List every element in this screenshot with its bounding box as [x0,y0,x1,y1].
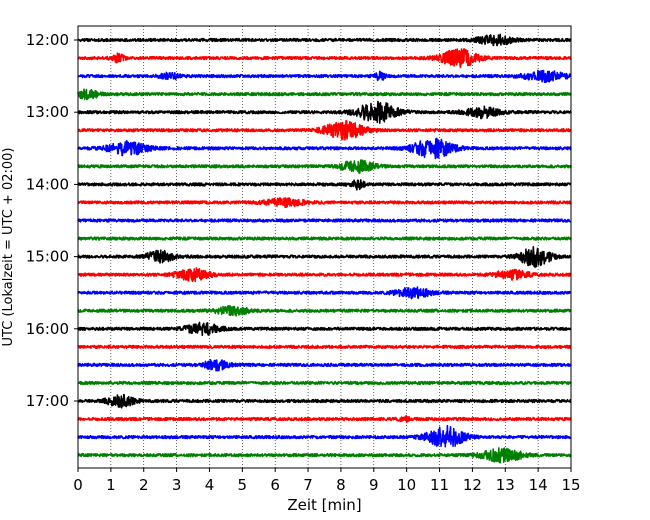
trace-line [77,267,572,283]
y-tick-label: 17:00 [26,392,69,410]
x-tick-label: 2 [139,476,149,494]
x-tick-label: 5 [238,476,248,494]
x-tick-label: 12 [463,476,482,494]
x-tick-label: 11 [430,476,449,494]
x-axis-label: Zeit [min] [287,496,361,514]
x-tick-label: 6 [270,476,280,494]
trace-line [77,344,572,350]
x-tick-label: 9 [369,476,379,494]
trace-line [77,88,572,101]
trace-line [77,33,572,47]
x-tick-label: 8 [336,476,346,494]
y-tick-label: 12:00 [26,31,69,49]
plot-frame [77,25,572,469]
trace-line [77,197,572,209]
trace-line [77,179,572,191]
trace-line [77,447,572,464]
trace-line [77,321,572,337]
trace-line [77,305,572,317]
trace-line [77,159,572,174]
x-tick-label: 13 [496,476,515,494]
trace-line [77,69,572,84]
trace-line [77,358,572,372]
y-tick-label: 13:00 [26,103,69,121]
trace-line [77,414,572,423]
x-tick-label: 3 [172,476,182,494]
trace-line [77,380,572,386]
trace-line [77,424,572,448]
x-tick-label: 4 [205,476,215,494]
y-tick-label: 14:00 [26,175,69,193]
y-axis-label: UTC (Lokalzeit = UTC + 02:00) [1,148,16,347]
x-tick-label: 14 [529,476,548,494]
x-axis: 0 1 2 3 4 5 6 7 8 9 10 11 12 13 14 15 [73,468,581,494]
x-tick-label: 0 [73,476,83,494]
x-tick-label: 15 [561,476,580,494]
y-axis: 12:00 13:00 14:00 15:00 16:00 17:00 [26,31,78,410]
trace-line [77,218,572,223]
x-tick-label: 7 [303,476,313,494]
trace-line [77,286,572,300]
trace-line [77,393,572,409]
y-tick-label: 16:00 [26,320,69,338]
trace-line [77,246,572,269]
trace-line [77,119,572,141]
trace-group [77,33,572,464]
trace-line [77,236,572,241]
x-tick-label: 1 [106,476,116,494]
trace-line [77,137,572,160]
trace-line [77,100,572,124]
x-tick-label: 10 [397,476,416,494]
trace-line [77,48,572,69]
y-tick-label: 15:00 [26,248,69,266]
